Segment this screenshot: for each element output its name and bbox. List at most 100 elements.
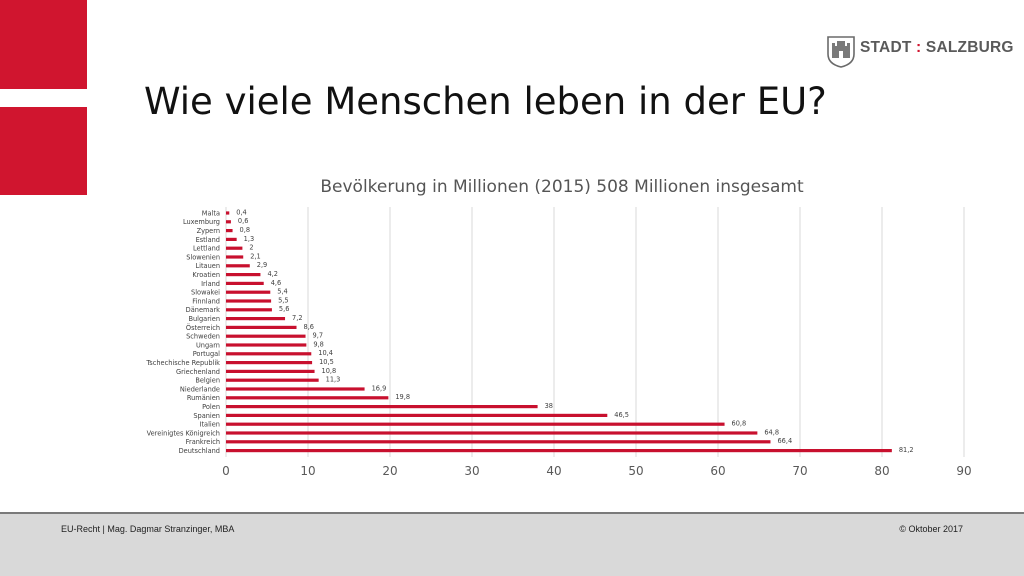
footer-author: EU-Recht | Mag. Dagmar Stranzinger, MBA — [61, 524, 235, 534]
chart-title: Bevölkerung in Millionen (2015) 508 Mill… — [320, 177, 804, 197]
data-label: 2 — [249, 244, 253, 252]
category-label: Zypern — [197, 227, 220, 235]
data-label: 5,5 — [278, 296, 289, 304]
x-tick-label: 10 — [300, 464, 315, 478]
category-label: Luxemburg — [183, 218, 220, 226]
data-label: 9,8 — [313, 340, 324, 348]
bar — [226, 290, 271, 294]
x-tick-label: 0 — [222, 464, 230, 478]
x-tick-label: 60 — [710, 464, 725, 478]
bar — [226, 413, 608, 417]
city-coat-of-arms-icon — [827, 36, 855, 68]
bar — [226, 299, 272, 303]
category-label: Irland — [201, 280, 220, 288]
category-label: Italien — [200, 421, 220, 429]
x-tick-label: 80 — [874, 464, 889, 478]
bar — [226, 255, 244, 259]
category-label: Tschechische Republik — [145, 359, 220, 367]
data-label: 10,5 — [319, 358, 334, 366]
category-label: Bulgarien — [188, 315, 220, 323]
data-label: 0,4 — [236, 208, 247, 216]
data-label: 4,6 — [271, 279, 282, 287]
logo-separator: : — [916, 39, 922, 56]
category-label: Belgien — [195, 377, 220, 385]
category-label: Niederlande — [180, 385, 220, 393]
data-label: 5,4 — [277, 288, 288, 296]
data-label: 16,9 — [372, 384, 387, 392]
population-bar-chart: Bevölkerung in Millionen (2015) 508 Mill… — [145, 177, 971, 478]
category-label: Lettland — [193, 245, 220, 253]
category-label: Estland — [196, 236, 220, 244]
bar — [226, 378, 319, 382]
category-label: Deutschland — [179, 447, 220, 455]
data-label: 8,6 — [304, 323, 315, 331]
category-label: Rumänien — [187, 394, 220, 402]
bar — [226, 396, 389, 400]
category-label: Spanien — [193, 412, 220, 420]
category-label: Litauen — [195, 262, 220, 270]
footer-divider — [0, 512, 1024, 514]
category-label: Portugal — [193, 350, 220, 358]
data-label: 0,8 — [240, 226, 251, 234]
category-label: Kroatien — [192, 271, 220, 279]
category-label: Dänemark — [186, 306, 221, 314]
bar — [226, 246, 243, 250]
bar — [226, 440, 771, 444]
data-label: 9,7 — [313, 332, 324, 340]
red-accent-block-top — [0, 0, 87, 89]
bar — [226, 325, 297, 329]
data-label: 66,4 — [777, 437, 792, 445]
footer-date: © Oktober 2017 — [899, 524, 963, 534]
x-tick-label: 40 — [546, 464, 561, 478]
bar — [226, 431, 758, 435]
data-label: 19,8 — [395, 393, 410, 401]
category-label: Griechenland — [176, 368, 220, 376]
data-label: 7,2 — [292, 314, 303, 322]
data-label: 10,8 — [322, 367, 337, 375]
data-label: 64,8 — [764, 428, 779, 436]
category-label: Vereinigtes Königreich — [147, 429, 220, 437]
data-label: 38 — [545, 402, 553, 410]
data-label: 0,6 — [238, 217, 249, 225]
data-label: 60,8 — [732, 420, 747, 428]
data-label: 81,2 — [899, 446, 914, 454]
slide-title: Wie viele Menschen leben in der EU? — [144, 80, 827, 123]
logo-wordmark: STADT : SALZBURG — [860, 39, 1014, 57]
data-label: 2,9 — [257, 261, 268, 269]
category-label: Schweden — [186, 333, 220, 341]
bar — [226, 422, 725, 426]
x-tick-label: 30 — [464, 464, 479, 478]
bar — [226, 229, 233, 233]
bar — [226, 361, 313, 365]
category-label: Polen — [202, 403, 220, 411]
data-label: 10,4 — [318, 349, 333, 357]
bar — [226, 343, 307, 347]
bar — [226, 369, 315, 373]
data-label: 46,5 — [614, 411, 629, 419]
bar — [226, 273, 261, 277]
category-label: Slowenien — [186, 253, 220, 261]
x-tick-label: 50 — [628, 464, 643, 478]
stadt-salzburg-logo: STADT : SALZBURG — [826, 34, 1013, 68]
x-tick-label: 70 — [792, 464, 807, 478]
data-label: 11,3 — [326, 376, 341, 384]
logo-text-salzburg: SALZBURG — [925, 39, 1014, 56]
data-label: 5,6 — [279, 305, 290, 313]
data-label: 4,2 — [267, 270, 278, 278]
bar — [226, 405, 538, 409]
category-label: Österreich — [186, 323, 220, 332]
category-label: Slowakei — [191, 289, 220, 297]
bar — [226, 352, 312, 356]
data-label: 1,3 — [244, 235, 255, 243]
bar — [226, 449, 892, 453]
category-label: Malta — [202, 209, 220, 217]
red-accent-block-bottom — [0, 107, 87, 195]
category-label: Finnland — [192, 297, 220, 305]
data-label: 2,1 — [250, 252, 261, 260]
logo-text-stadt: STADT — [860, 39, 912, 56]
x-tick-label: 20 — [382, 464, 397, 478]
bar — [226, 308, 272, 312]
bar — [226, 237, 237, 241]
category-label: Frankreich — [186, 438, 220, 446]
bar — [226, 264, 250, 268]
